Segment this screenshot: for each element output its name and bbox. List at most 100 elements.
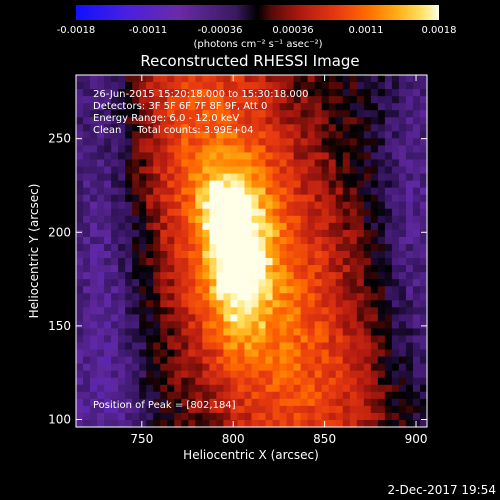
- heatmap-cell: [104, 215, 112, 224]
- annotation-energy-range: Energy Range: 6.0 - 12.0 keV: [93, 113, 239, 124]
- heatmap-cell: [195, 279, 203, 287]
- heatmap-cell: [391, 82, 400, 90]
- heatmap-cell: [391, 258, 400, 266]
- heatmap-cell: [216, 236, 225, 245]
- heatmap-cell: [272, 272, 281, 280]
- heatmap-cell: [377, 201, 386, 210]
- heatmap-cell: [321, 117, 330, 125]
- heatmap-cell: [335, 293, 344, 301]
- heatmap-cell: [335, 265, 344, 273]
- heatmap-cell: [349, 391, 358, 400]
- heatmap-cell: [321, 272, 330, 280]
- heatmap-cell: [202, 89, 210, 97]
- heatmap-cell: [370, 384, 379, 393]
- heatmap-cell: [412, 286, 421, 294]
- heatmap-cell: [258, 89, 267, 97]
- heatmap-cell: [286, 117, 295, 125]
- heatmap-cell: [244, 279, 253, 287]
- heatmap-cell: [195, 187, 203, 196]
- heatmap-cell: [405, 279, 414, 287]
- heatmap-cell: [139, 236, 147, 245]
- y-tick-label: 200: [48, 225, 71, 239]
- heatmap-cell: [118, 377, 126, 386]
- heatmap-cell: [230, 208, 239, 217]
- heatmap-cell: [412, 173, 421, 182]
- heatmap-cell: [167, 82, 175, 90]
- heatmap-cell: [419, 321, 428, 330]
- heatmap-cell: [153, 398, 161, 407]
- heatmap-cell: [377, 307, 386, 315]
- heatmap-cell: [377, 229, 386, 238]
- heatmap-cell: [349, 412, 358, 421]
- heatmap-cell: [174, 159, 182, 168]
- heatmap-cell: [139, 349, 147, 358]
- heatmap-cell: [160, 321, 168, 330]
- heatmap-cell: [223, 419, 232, 428]
- heatmap-cell: [146, 314, 154, 322]
- heatmap-cell: [104, 75, 112, 83]
- heatmap-cell: [223, 398, 232, 407]
- heatmap-cell: [83, 138, 91, 146]
- heatmap-cell: [181, 96, 189, 104]
- heatmap-cell: [237, 272, 246, 280]
- heatmap-cell: [328, 391, 337, 400]
- heatmap-cell: [251, 258, 260, 266]
- heatmap-cell: [132, 412, 140, 421]
- heatmap-cell: [167, 349, 175, 358]
- heatmap-cell: [356, 145, 365, 154]
- heatmap-cell: [279, 117, 288, 125]
- heatmap-cell: [181, 377, 189, 386]
- heatmap-cell: [258, 173, 267, 182]
- heatmap-cell: [125, 300, 133, 308]
- heatmap-cell: [111, 300, 119, 308]
- heatmap-cell: [335, 222, 344, 231]
- heatmap-cell: [398, 159, 407, 168]
- heatmap-cell: [363, 300, 372, 308]
- heatmap-cell: [377, 180, 386, 189]
- heatmap-cell: [237, 103, 246, 111]
- heatmap-cell: [342, 377, 351, 386]
- heatmap-cell: [307, 236, 316, 245]
- heatmap-cell: [244, 307, 253, 315]
- heatmap-cell: [328, 208, 337, 217]
- heatmap-cell: [391, 187, 400, 196]
- heatmap-cell: [286, 236, 295, 245]
- heatmap-cell: [349, 117, 358, 125]
- heatmap-cell: [216, 229, 225, 238]
- heatmap-cell: [349, 356, 358, 365]
- heatmap-cell: [342, 342, 351, 351]
- heatmap-cell: [90, 124, 98, 132]
- heatmap-cell: [174, 293, 182, 301]
- heatmap-cell: [139, 279, 147, 287]
- heatmap-cell: [209, 265, 217, 273]
- heatmap-cell: [258, 272, 267, 280]
- heatmap-cell: [97, 145, 105, 154]
- heatmap-cell: [405, 314, 414, 322]
- heatmap-cell: [188, 293, 196, 301]
- heatmap-cell: [335, 412, 344, 421]
- heatmap-cell: [251, 110, 260, 118]
- heatmap-cell: [153, 258, 161, 266]
- heatmap-cell: [181, 293, 189, 301]
- heatmap-cell: [293, 96, 302, 104]
- heatmap-cell: [146, 236, 154, 245]
- heatmap-cell: [363, 117, 372, 125]
- heatmap-cell: [356, 258, 365, 266]
- heatmap-cell: [167, 236, 175, 245]
- heatmap-cell: [342, 251, 351, 259]
- heatmap-cell: [384, 335, 393, 344]
- heatmap-cell: [181, 307, 189, 315]
- heatmap-cell: [279, 215, 288, 224]
- heatmap-cell: [195, 391, 203, 400]
- heatmap-cell: [286, 89, 295, 97]
- heatmap-cell: [104, 145, 112, 154]
- heatmap-cell: [293, 131, 302, 139]
- heatmap-cell: [335, 349, 344, 358]
- heatmap-cell: [314, 110, 323, 118]
- heatmap-cell: [209, 321, 217, 330]
- heatmap-cell: [83, 377, 91, 386]
- heatmap-cell: [223, 286, 232, 294]
- heatmap-cell: [76, 96, 84, 104]
- heatmap-cell: [363, 391, 372, 400]
- x-tick-label: 800: [222, 432, 245, 446]
